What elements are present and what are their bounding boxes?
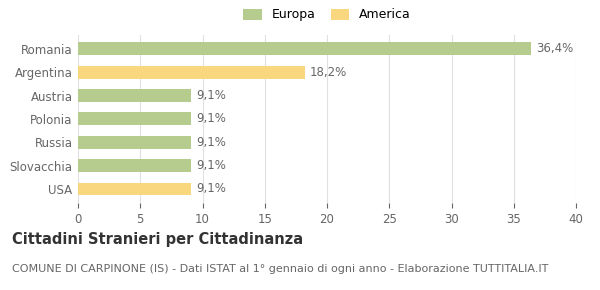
Text: 9,1%: 9,1% xyxy=(196,159,226,172)
Text: COMUNE DI CARPINONE (IS) - Dati ISTAT al 1° gennaio di ogni anno - Elaborazione : COMUNE DI CARPINONE (IS) - Dati ISTAT al… xyxy=(12,264,548,274)
Bar xyxy=(78,66,305,79)
Bar xyxy=(78,182,191,195)
Text: 36,4%: 36,4% xyxy=(536,42,574,55)
Bar xyxy=(78,89,191,102)
Text: 9,1%: 9,1% xyxy=(196,113,226,125)
Legend: Europa, America: Europa, America xyxy=(239,5,415,25)
Text: 9,1%: 9,1% xyxy=(196,136,226,149)
Bar xyxy=(78,159,191,172)
Text: 9,1%: 9,1% xyxy=(196,89,226,102)
Text: 18,2%: 18,2% xyxy=(310,66,347,79)
Bar xyxy=(78,113,191,125)
Bar xyxy=(78,42,531,55)
Text: Cittadini Stranieri per Cittadinanza: Cittadini Stranieri per Cittadinanza xyxy=(12,232,303,247)
Bar xyxy=(78,136,191,149)
Text: 9,1%: 9,1% xyxy=(196,182,226,195)
